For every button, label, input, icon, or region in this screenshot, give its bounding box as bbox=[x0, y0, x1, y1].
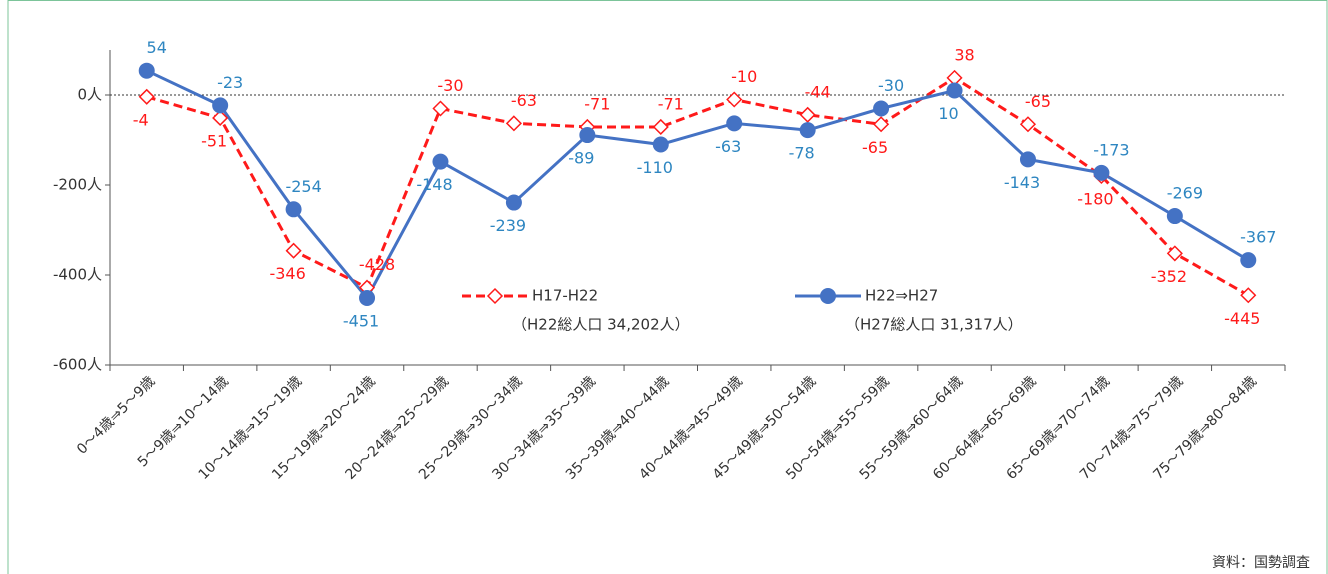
point bbox=[505, 194, 522, 211]
data-label: 38 bbox=[954, 45, 974, 64]
data-label: 10 bbox=[938, 104, 958, 123]
data-label: -180 bbox=[1077, 190, 1113, 209]
y-tick-label: -600人 bbox=[53, 356, 102, 374]
data-label: -143 bbox=[1004, 173, 1040, 192]
data-label: -4 bbox=[133, 110, 149, 129]
point bbox=[359, 289, 376, 306]
point bbox=[873, 100, 890, 117]
data-label: -428 bbox=[359, 255, 395, 274]
data-label: -173 bbox=[1093, 140, 1129, 159]
data-label: -71 bbox=[658, 94, 684, 113]
point bbox=[285, 201, 302, 218]
point bbox=[138, 62, 155, 79]
data-label: -254 bbox=[285, 177, 321, 196]
legend-marker bbox=[486, 287, 504, 305]
data-label: 54 bbox=[147, 38, 167, 57]
point bbox=[726, 115, 743, 132]
data-label: -148 bbox=[416, 175, 452, 194]
legend-subtitle: （H27総人口 31,317人） bbox=[845, 316, 1023, 334]
series-line bbox=[146, 69, 1250, 301]
source: 資料：国勢調査 bbox=[1212, 555, 1310, 571]
data-label: -352 bbox=[1151, 267, 1187, 286]
point bbox=[432, 100, 449, 117]
data-label: -451 bbox=[343, 311, 379, 330]
point bbox=[1019, 151, 1036, 168]
data-label: -346 bbox=[269, 264, 305, 283]
data-label: -10 bbox=[731, 67, 757, 86]
legend-label: H17-H22 bbox=[532, 287, 598, 305]
frame bbox=[7, 0, 1328, 574]
data-label: -30 bbox=[437, 76, 463, 95]
point bbox=[1166, 208, 1183, 225]
point bbox=[1093, 164, 1110, 181]
point bbox=[432, 153, 449, 170]
point bbox=[138, 88, 155, 105]
data-label: -65 bbox=[1025, 92, 1051, 111]
point bbox=[212, 109, 229, 127]
data-label: -51 bbox=[201, 131, 227, 150]
point bbox=[212, 97, 229, 114]
data-label: -367 bbox=[1240, 228, 1276, 247]
data-label: -445 bbox=[1224, 309, 1260, 328]
point bbox=[579, 127, 596, 144]
point bbox=[1240, 252, 1257, 269]
point bbox=[1240, 287, 1257, 304]
point bbox=[799, 122, 816, 139]
point bbox=[285, 242, 302, 259]
data-label: -239 bbox=[490, 216, 526, 235]
series-line bbox=[146, 76, 1250, 297]
point bbox=[873, 116, 890, 133]
legend-subtitle: （H22総人口 34,202人） bbox=[512, 316, 690, 334]
data-label: -269 bbox=[1167, 184, 1203, 203]
x-tick-label: 0～4歳⇒5～9歳 bbox=[74, 373, 158, 457]
point bbox=[652, 118, 669, 136]
y-tick-label: -400人 bbox=[53, 266, 102, 284]
data-label: -63 bbox=[715, 137, 741, 156]
point bbox=[505, 115, 522, 132]
point bbox=[726, 91, 743, 108]
point bbox=[946, 82, 963, 99]
point bbox=[652, 136, 669, 153]
point bbox=[1019, 116, 1037, 133]
legend-label: H22⇒H27 bbox=[865, 287, 938, 305]
legend-marker bbox=[820, 288, 836, 304]
data-label: -78 bbox=[789, 144, 815, 163]
data-label: -23 bbox=[217, 73, 243, 92]
point bbox=[1166, 245, 1183, 262]
data-label: -71 bbox=[584, 94, 610, 113]
data-label: -89 bbox=[568, 149, 594, 168]
point bbox=[799, 106, 816, 123]
data-label: -30 bbox=[878, 76, 904, 95]
data-label: -44 bbox=[805, 82, 831, 101]
y-tick-label: -200人 bbox=[53, 176, 102, 194]
data-label: -63 bbox=[511, 91, 537, 110]
data-label: -65 bbox=[862, 138, 888, 157]
y-tick-label: 0人 bbox=[77, 86, 102, 104]
data-label: -110 bbox=[637, 158, 673, 177]
